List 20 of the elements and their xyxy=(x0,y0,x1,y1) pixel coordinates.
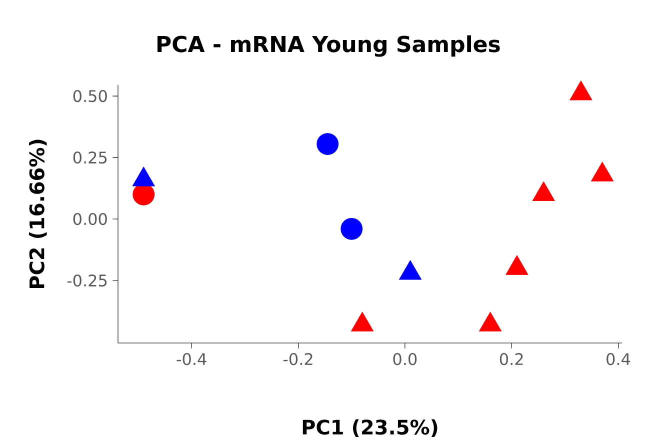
y-tick-label: 0.25 xyxy=(73,152,107,164)
x-tick-label: 0.0 xyxy=(393,353,417,366)
point xyxy=(591,162,614,182)
point xyxy=(479,312,502,332)
point xyxy=(351,312,374,332)
chart-title: PCA - mRNA Young Samples xyxy=(158,35,500,57)
y-axis-title: PC2 (16.66%) xyxy=(28,140,47,288)
point xyxy=(132,166,155,186)
x-axis-title: PC1 (23.5%) xyxy=(302,419,438,438)
x-tick-label: -0.4 xyxy=(176,353,206,366)
point xyxy=(506,255,528,275)
y-tick-label: 0.50 xyxy=(73,90,107,102)
point xyxy=(532,182,555,202)
y-tick-label: -0.25 xyxy=(67,274,107,287)
y-tick-label: 0.00 xyxy=(73,212,107,226)
x-tick-label: -0.2 xyxy=(283,353,312,366)
x-tick-label: 0.2 xyxy=(500,353,523,366)
point xyxy=(399,260,422,280)
point xyxy=(570,80,592,100)
x-tick-label: 0.4 xyxy=(606,353,630,366)
